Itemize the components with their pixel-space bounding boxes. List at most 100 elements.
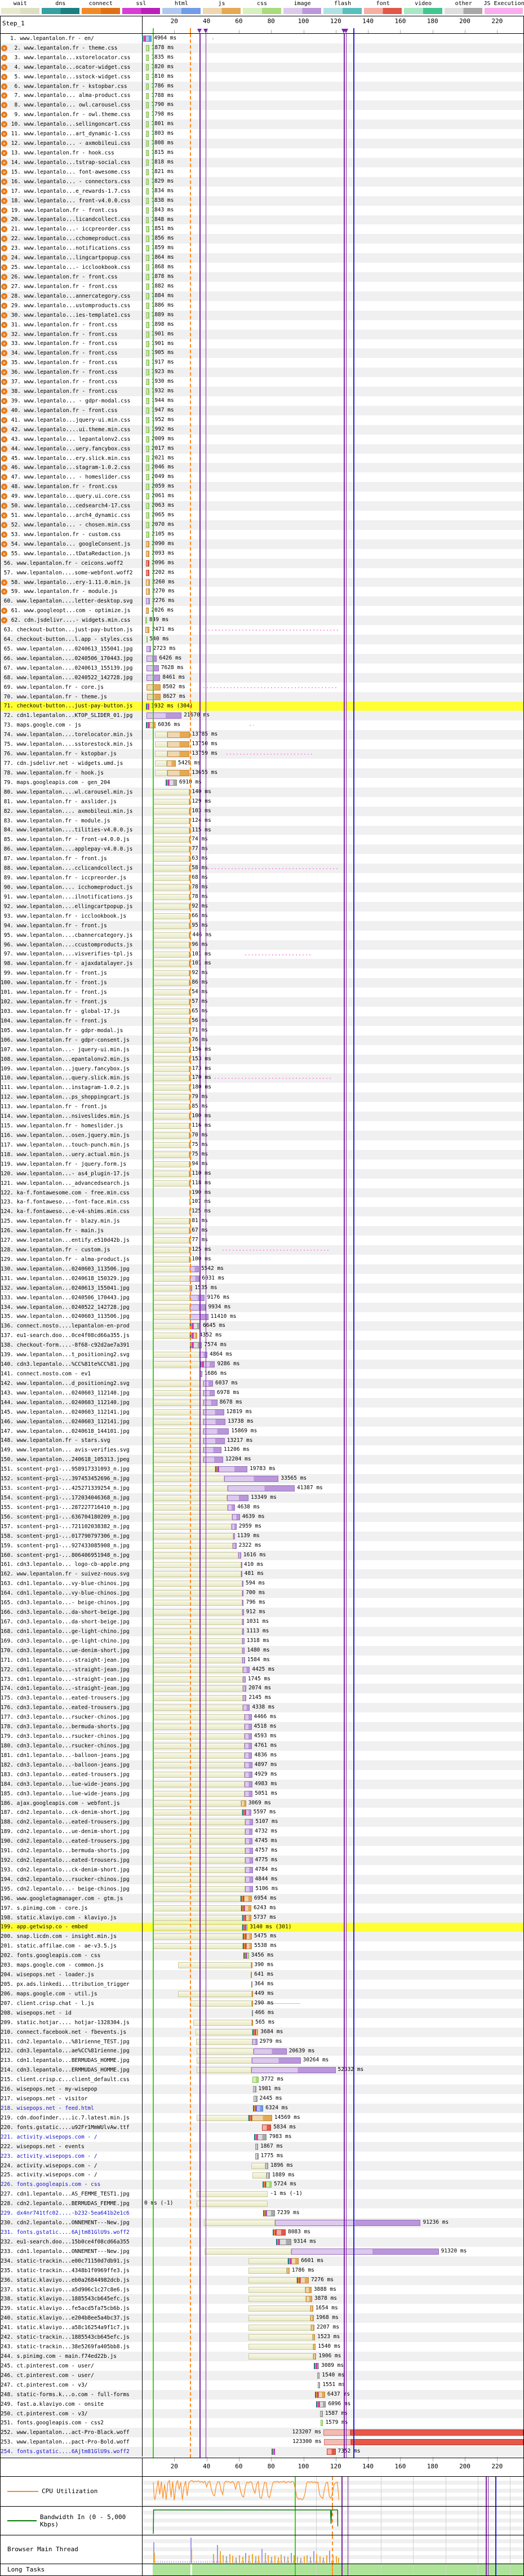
request-label[interactable]: 233. cdn1.lepantalo...ONNEMENT---New.jpg [1,2246,143,2256]
request-label[interactable]: 221. activity.wisepops.com - / [1,2132,143,2142]
request-row[interactable]: 119. www.lepantalon.fr - jquery.form.js 9… [1,1159,523,1169]
request-row[interactable]: 136. connect.nosto....lepantalon-en-prod… [1,1321,523,1331]
request-label[interactable]: 177. cdn3.lepantalo...rsucker-chinos.jpg [1,1712,143,1723]
request-label[interactable]: 236. static.klaviyo...eb0a26844982dcb.js [1,2275,143,2285]
request-row[interactable]: 116. www.lepantalon...osen.jquery.min.js… [1,1131,523,1140]
request-label[interactable]: ✕ 10. www.lepantalo...sellingoncart.css [1,119,143,130]
request-row[interactable]: ✕ 29. www.lepantalo...ustomproducts.css 1… [1,300,523,311]
request-label[interactable]: 186. ajax.googleapis.com - webfont.js [1,1798,143,1808]
request-row[interactable]: 63. checkout-button...just-pay-button.js… [1,625,523,635]
request-label[interactable]: 231. fonts.gstatic....6Ajtm81GlU9s.woff2 [1,2228,143,2237]
request-label[interactable]: 121. www.lepantalon..._advancedsearch.js [1,1178,143,1188]
request-label[interactable]: 95. www.lepantalon....cbannercategory.js [1,930,143,940]
request-label[interactable]: 144. www.lepantalon...0240603_112140.jpg [1,1397,143,1407]
request-row[interactable]: 85. www.lepantalon.fr - front-v4.0.0.js 7… [1,835,523,845]
request-row[interactable]: ✕ 20. www.lepantalo...licandcollect.css 1… [1,215,523,225]
request-label[interactable]: 232. eu1-search.doo...15b0ce4f08cd66a355 [1,2237,143,2247]
request-label[interactable]: 146. www.lepantalon...0240603_112141.jpg [1,1417,143,1427]
request-row[interactable]: 245. ct.pinterest.com - user/3089 ms [1,2361,523,2371]
request-row[interactable]: 208. wisepops.net - id 466 ms [1,2008,523,2018]
request-label[interactable]: 137. eu1-search.doo...0ce4f08cd66a355.js [1,1331,143,1341]
request-row[interactable]: 138. checkout-form....-8f68-c92d2ae7a391… [1,1340,523,1351]
request-row[interactable]: 204. wisepops.net - loader.js 641 ms [1,1970,523,1980]
request-row[interactable]: 233. cdn1.lepantalo...ONNEMENT---New.jpg… [1,2246,523,2256]
request-row[interactable]: 88. www.lepantalon....cclicandcollect.js… [1,864,523,874]
request-label[interactable]: ✕ 25. www.lepantalo...- icclookbook.css [1,263,143,273]
request-row[interactable]: 188. cdn2.lepantalo...eated-trousers.jpg… [1,1817,523,1827]
request-row[interactable]: 214. cdn3.lepantalo...ERMMUDAS_HOMME.jpg… [1,2065,523,2075]
request-label[interactable]: 159. scontent-prg1-...927433085908_n.jpg [1,1541,143,1551]
request-row[interactable]: 246. ct.pinterest.com - user/1540 ms [1,2370,523,2380]
request-row[interactable]: ✕ 52. www.lepantalo... - chosen.min.css 2… [1,520,523,530]
request-row[interactable]: 222. wisepops.net - events 1867 ms [1,2141,523,2152]
request-label[interactable]: 240. static.klaviyo...e204b8ee5a4bc37.js [1,2313,143,2323]
request-row[interactable]: ✕ 27. www.lepantalon.fr - front.css 1882 … [1,281,523,291]
request-row[interactable]: 161. cdn3.lepantalo... logo-cb-apple.png… [1,1560,523,1570]
request-row[interactable]: 178. cdn3.lepantalo...bermuda-shorts.jpg… [1,1722,523,1732]
request-row[interactable]: 226. fonts.googleapis.com - css 5724 ms [1,2180,523,2190]
request-row[interactable]: 251. fonts.googleapis.com - css2 1579 ms [1,2418,523,2428]
request-row[interactable]: ✕ 7. www.lepantalo... alma-product.css 17… [1,91,523,101]
request-label[interactable]: 86. www.lepantalon....applepay-v4.0.0.js [1,844,143,855]
request-label[interactable]: ✕ 26. www.lepantalon.fr - front.css [1,272,143,282]
request-row[interactable]: 210. connect.facebook.net - fbevents.js 3… [1,2027,523,2037]
request-row[interactable]: 224. activity.wisepops.com - /1896 ms [1,2161,523,2171]
request-row[interactable]: ✕ 59. www.lepantalon.fr - module.js 2270 … [1,587,523,597]
request-label[interactable]: ✕ 47. www.lepantalo... - homeslider.css [1,472,143,483]
request-row[interactable]: 209. static.hotjar.... hotjar-1328304.js… [1,2017,523,2028]
request-row[interactable]: 179. cdn3.lepantalo...rsucker-chinos.jpg… [1,1732,523,1742]
request-row[interactable]: 142. www.lepantalon...d_positioning2.svg… [1,1378,523,1388]
request-label[interactable]: ✕ 58. www.lepantalo...ery-1.11.0.min.js [1,577,143,587]
request-row[interactable]: ✕ 50. www.lepantalo...cedsearch4-17.css 2… [1,501,523,511]
request-label[interactable]: 78. www.lepantalon.fr - hook.js [1,768,143,778]
request-row[interactable]: 60. www.lepantalon....letter-desktop.svg… [1,596,523,607]
request-label[interactable]: 113. www.lepantalon.fr - front.js [1,1102,143,1112]
request-row[interactable]: 165. cdn3.lepantalo...- beige-chinos.jpg… [1,1598,523,1608]
request-label[interactable]: 192. cdn2.lepantalo...eated-trousers.jpg [1,1856,143,1865]
request-label[interactable]: ✕ 52. www.lepantalo... - chosen.min.css [1,520,143,530]
request-label[interactable]: 253. www.lepantalon...pact-Pro-Bold.woff [1,2437,143,2447]
request-label[interactable]: ✕ 38. www.lepantalon.fr - front.css [1,387,143,397]
request-label[interactable]: 70. www.lepantalon.fr - theme.js [1,692,143,702]
request-label[interactable]: 103. www.lepantalon.fr - global-17.js [1,1007,143,1016]
request-row[interactable]: 201. static.affilae.com - ae-v3.5.js 5538… [1,1941,523,1951]
request-label[interactable]: 173. cdn1.lepantalo...-straight-jean.jpg [1,1674,143,1684]
request-row[interactable]: 83. www.lepantalon.fr - module.js 124 ms [1,816,523,826]
request-label[interactable]: ✕ 15. www.lepantalo... font-awesome.css [1,167,143,177]
request-label[interactable]: ✕ 41. www.lepantalo...jquery-ui.min.css [1,415,143,425]
request-label[interactable]: 248. static-forms.k...o.com - full-forms [1,2389,143,2400]
request-row[interactable]: 183. cdn3.lepantalo...eated-trousers.jpg… [1,1769,523,1780]
request-label[interactable]: 197. s.pinimg.com - core.js [1,1903,143,1913]
request-label[interactable]: 166. cdn3.lepantalo...da-short-beige.jpg [1,1608,143,1618]
request-row[interactable]: 66. www.lepantalon....0240506_170443.jpg… [1,653,523,663]
request-row[interactable]: 114. www.lepantalon...nsiveslides.min.js… [1,1112,523,1122]
request-row[interactable]: 72. cdn1.lepantalon...KTOP_SLIDER_01.jpg… [1,711,523,721]
request-row[interactable]: 162. www.lepantalon.fr - suivez-nous.svg… [1,1569,523,1579]
request-row[interactable]: 155. scontent-prg1-...287227716410_n.jpg… [1,1502,523,1512]
request-row[interactable]: ✕ 32. www.lepantalon.fr - front.css 1901 … [1,329,523,339]
request-row[interactable]: 149. www.lepantalon... avis-verifies.svg… [1,1445,523,1455]
request-row[interactable]: 105. www.lepantalon.fr - gdpr-modal.js 71… [1,1025,523,1035]
request-row[interactable]: 128. www.lepantalon.fr - custom.js 125 ms [1,1245,523,1255]
request-label[interactable]: 249. fast.a.klaviyo.com - onsite [1,2399,143,2409]
request-label[interactable]: 203. maps.google.com - common.js [1,1960,143,1971]
request-label[interactable]: 74. www.lepantalon....torelocator.min.js [1,730,143,740]
request-label[interactable]: 157. scontent-prg1-...721102038382_n.jpg [1,1521,143,1532]
request-label[interactable]: ✕ 20. www.lepantalo...licandcollect.css [1,215,143,225]
request-row[interactable]: 221. activity.wisepops.com - /7983 ms [1,2132,523,2142]
request-row[interactable]: 158. scontent-prg1-...017790797306_n.jpg… [1,1531,523,1541]
request-row[interactable]: 132. www.lepantalon...0240613_155041.jpg… [1,1283,523,1293]
request-label[interactable]: ✕ 62. cdn.jsdelivr....- widgets.min.css [1,616,143,626]
request-row[interactable]: ✕ 6. www.lepantalon.fr - kstopbar.css 178… [1,81,523,91]
request-label[interactable]: ✕ 55. www.lepantalo...tDataRedaction.js [1,548,143,559]
request-label[interactable]: ✕ 17. www.lepantalo...e_rewards-1.7.css [1,186,143,196]
request-label[interactable]: ✕ 19. www.lepantalon.fr - front.css [1,205,143,215]
request-row[interactable]: 169. cdn3.lepantalo...ge-light-chino.jpg… [1,1636,523,1646]
request-row[interactable]: 110. www.lepantalon...query.slick.min.js… [1,1073,523,1083]
request-label[interactable]: ✕ 33. www.lepantalon.fr - front.css [1,339,143,349]
request-label[interactable]: 208. wisepops.net - id [1,2008,143,2018]
request-row[interactable]: ✕ 13. www.lepantalon.fr - hook.css 1815 m… [1,148,523,158]
request-row[interactable]: 180. cdn3.lepantalo...rsucker-chinos.jpg… [1,1741,523,1751]
request-row[interactable]: 194. cdn2.lepantalo...rsucker-chinos.jpg… [1,1874,523,1884]
request-row[interactable]: ✕ 31. www.lepantalon.fr - front.css 1898 … [1,320,523,330]
